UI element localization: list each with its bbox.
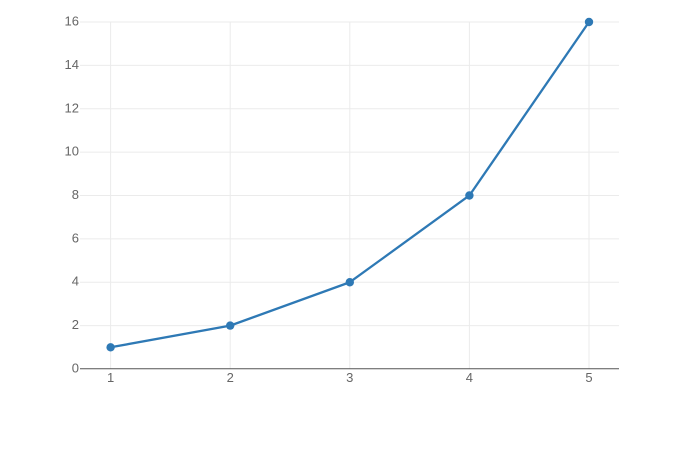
svg-text:12: 12 xyxy=(65,100,79,115)
svg-text:2: 2 xyxy=(72,317,79,332)
svg-text:16: 16 xyxy=(65,14,79,29)
svg-text:5: 5 xyxy=(585,370,592,385)
svg-text:1: 1 xyxy=(107,370,114,385)
svg-text:3: 3 xyxy=(346,370,353,385)
svg-text:10: 10 xyxy=(65,144,79,159)
svg-text:2: 2 xyxy=(227,370,234,385)
svg-text:4: 4 xyxy=(72,274,79,289)
svg-text:0: 0 xyxy=(72,360,79,375)
svg-text:14: 14 xyxy=(65,57,79,72)
svg-text:8: 8 xyxy=(72,187,79,202)
svg-text:6: 6 xyxy=(72,230,79,245)
svg-text:4: 4 xyxy=(466,370,473,385)
